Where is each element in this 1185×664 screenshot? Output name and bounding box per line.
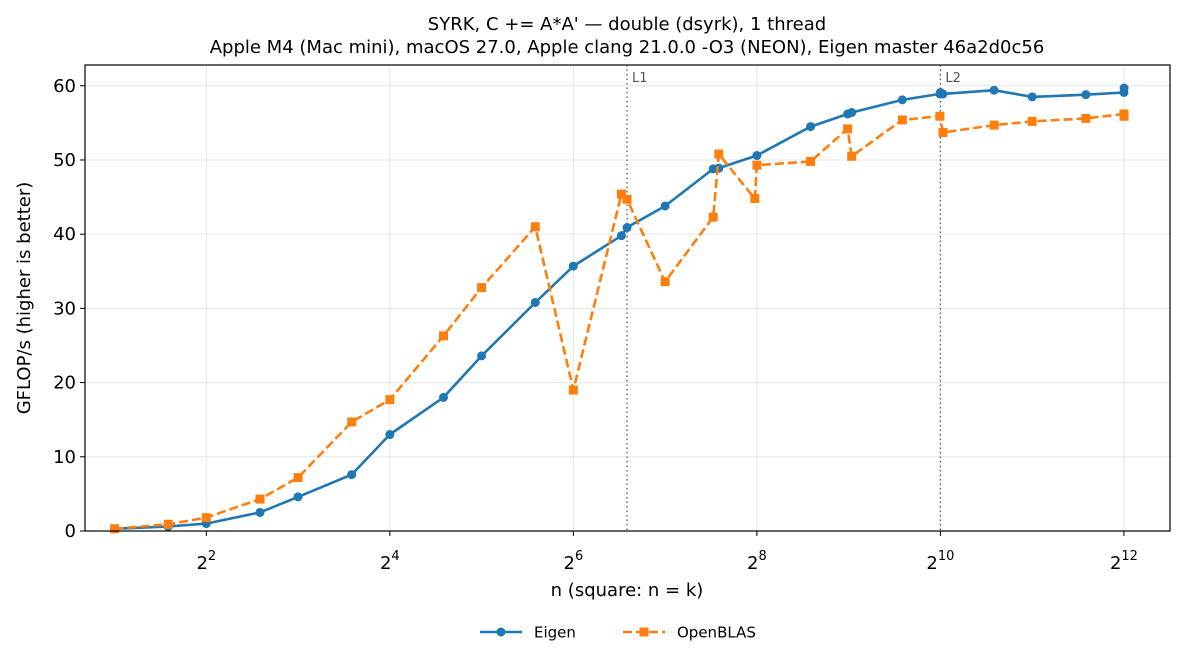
data-point <box>568 385 578 395</box>
y-tick-label: 20 <box>53 373 76 394</box>
data-point <box>1027 92 1037 102</box>
data-point <box>806 156 816 166</box>
plot-frame <box>84 64 1171 532</box>
legend-label: Eigen <box>534 624 576 642</box>
x-tick-label: 24 <box>380 549 400 574</box>
data-point <box>530 222 540 232</box>
chart-subtitle: Apple M4 (Mac mini), macOS 27.0, Apple c… <box>210 37 1045 58</box>
data-point <box>616 189 626 199</box>
data-point <box>477 351 487 361</box>
x-axis-label: n (square: n = k) <box>551 580 704 601</box>
y-tick-label: 50 <box>53 150 76 171</box>
data-point <box>708 212 718 222</box>
y-tick-label: 40 <box>53 224 76 245</box>
data-point <box>752 160 762 170</box>
data-point <box>201 513 211 523</box>
data-point <box>938 128 948 138</box>
legend-item-eigen: Eigen <box>480 624 576 642</box>
data-point <box>660 201 670 211</box>
data-point <box>293 492 303 502</box>
data-point <box>847 151 857 161</box>
data-point <box>255 494 265 504</box>
data-point <box>1081 90 1091 100</box>
data-point <box>1081 113 1091 123</box>
data-point <box>530 297 540 307</box>
y-tick-label: 30 <box>53 298 76 319</box>
series-line <box>114 112 1126 531</box>
legend: Eigen OpenBLAS <box>480 624 756 642</box>
chart-title: SYRK, C += A*A' — double (dsyrk), 1 thre… <box>428 14 826 35</box>
data-point <box>843 124 853 134</box>
data-point <box>847 107 857 117</box>
data-point <box>1027 116 1037 126</box>
x-tick-label: 26 <box>563 549 583 574</box>
data-point <box>616 231 626 241</box>
y-axis-ticks: 0 10 20 30 40 50 60 <box>53 76 85 542</box>
data-point <box>938 89 948 99</box>
data-point <box>439 331 449 341</box>
data-point <box>989 120 999 130</box>
data-point <box>347 470 357 480</box>
x-tick-label: 22 <box>196 549 216 574</box>
data-point <box>293 473 303 483</box>
data-point <box>347 417 357 427</box>
legend-marker <box>639 627 649 637</box>
y-tick-label: 0 <box>65 521 76 542</box>
data-point <box>897 95 907 105</box>
x-tick-label: 28 <box>747 549 767 574</box>
data-point <box>750 194 760 204</box>
x-axis-ticks: 22 24 26 28 210 212 <box>196 531 1138 574</box>
data-point <box>385 395 395 405</box>
data-point <box>163 519 173 529</box>
data-point <box>1119 111 1129 121</box>
data-point <box>752 151 762 161</box>
cache-marker-label: L2 <box>945 71 961 86</box>
data-point <box>897 115 907 125</box>
data-point <box>622 223 632 233</box>
legend-item-openblas: OpenBLAS <box>623 624 756 642</box>
data-point <box>255 507 265 517</box>
data-point <box>110 524 120 534</box>
legend-marker <box>496 627 506 637</box>
y-tick-label: 10 <box>53 447 76 468</box>
y-tick-label: 60 <box>53 76 76 97</box>
series-layer <box>110 83 1129 534</box>
data-point <box>622 194 632 204</box>
data-point <box>568 261 578 271</box>
y-axis-label: GFLOP/s (higher is better) <box>14 182 35 415</box>
x-tick-label: 210 <box>926 549 954 574</box>
data-point <box>477 283 487 293</box>
data-point <box>714 149 724 159</box>
x-tick-label: 212 <box>1110 549 1138 574</box>
data-point <box>989 85 999 95</box>
data-point <box>660 277 670 287</box>
series-openblas <box>110 109 1129 534</box>
cache-marker-label: L1 <box>632 71 648 86</box>
data-point <box>806 122 816 132</box>
data-point <box>385 430 395 440</box>
data-point <box>439 392 449 402</box>
data-point <box>935 111 945 121</box>
cache-markers: L1 L2 <box>626 65 961 531</box>
legend-label: OpenBLAS <box>677 624 756 642</box>
data-point <box>1119 83 1129 93</box>
